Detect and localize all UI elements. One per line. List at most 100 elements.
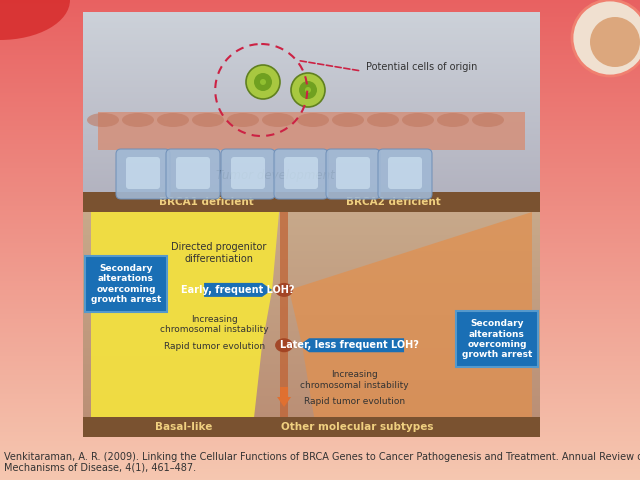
Bar (0, 268, 640, 269)
Bar (83, 135, 540, 136)
Bar (0, 203, 640, 204)
Bar (0, 50, 640, 51)
Bar (83, 299, 540, 300)
Bar (83, 18, 540, 19)
Bar (0, 148, 640, 149)
Bar (83, 271, 540, 272)
Bar (0, 377, 640, 378)
Bar (0, 159, 640, 160)
Bar (0, 206, 640, 207)
Bar (0, 380, 640, 381)
Bar (83, 78, 540, 79)
Bar (0, 108, 640, 109)
Ellipse shape (192, 113, 224, 127)
Bar (280, 212, 288, 417)
Bar (0, 336, 640, 337)
Bar (0, 366, 640, 367)
Bar (0, 280, 640, 281)
Ellipse shape (297, 113, 329, 127)
Bar (0, 147, 640, 148)
Bar (0, 457, 640, 458)
Bar (0, 349, 640, 350)
Bar (83, 295, 540, 296)
Bar (0, 218, 640, 219)
Bar (83, 229, 540, 230)
Text: Tumor development: Tumor development (216, 169, 334, 182)
Bar (83, 359, 540, 360)
Bar (83, 146, 540, 147)
Bar (83, 170, 540, 171)
Bar (0, 458, 640, 459)
Bar (83, 108, 540, 109)
Bar (0, 139, 640, 140)
Bar (0, 291, 640, 292)
Bar (0, 182, 640, 183)
Bar (83, 388, 540, 389)
Bar (83, 89, 540, 90)
Bar (0, 19, 640, 20)
Bar (0, 205, 640, 206)
Bar (0, 388, 640, 389)
Bar (0, 125, 640, 126)
Bar (83, 326, 540, 327)
Bar (83, 244, 540, 245)
Bar (83, 176, 540, 177)
Bar (0, 85, 640, 86)
Bar (83, 342, 540, 343)
Bar (0, 270, 640, 271)
Bar (0, 454, 640, 455)
Bar (83, 88, 540, 89)
Bar (0, 62, 640, 63)
Bar (83, 251, 540, 252)
Text: Increasing
chromosomal instability: Increasing chromosomal instability (160, 315, 268, 334)
Bar (83, 165, 540, 166)
Bar (83, 351, 540, 352)
Bar (83, 341, 540, 342)
Bar (83, 104, 540, 105)
Bar (0, 176, 640, 177)
Bar (83, 261, 540, 262)
Bar (0, 339, 640, 340)
Bar (0, 360, 640, 361)
Bar (0, 434, 640, 435)
Bar (0, 12, 640, 13)
Bar (83, 381, 540, 382)
Bar (83, 30, 540, 31)
Bar (0, 369, 640, 370)
Bar (0, 367, 640, 368)
Bar (83, 174, 540, 175)
Bar (0, 1, 640, 2)
Bar (0, 413, 640, 414)
Bar (83, 39, 540, 40)
Bar (83, 52, 540, 53)
Bar (0, 73, 640, 74)
Bar (0, 266, 640, 267)
Bar (0, 226, 640, 227)
Bar (83, 33, 540, 34)
Bar (0, 273, 640, 274)
Bar (83, 55, 540, 56)
Bar (83, 97, 540, 98)
Bar (0, 178, 640, 179)
Bar (83, 181, 540, 182)
Bar (0, 84, 640, 85)
Bar (0, 303, 640, 304)
Bar (83, 32, 540, 33)
Bar (0, 40, 640, 41)
Bar (0, 307, 640, 308)
Bar (83, 253, 540, 254)
Bar (83, 389, 540, 390)
Bar (83, 410, 540, 411)
Bar (83, 313, 540, 314)
Bar (83, 249, 540, 250)
Bar (0, 478, 640, 479)
Bar (0, 257, 640, 258)
Bar (83, 296, 540, 297)
Bar (0, 4, 640, 5)
Bar (83, 116, 540, 117)
Bar (0, 214, 640, 215)
Bar (83, 399, 540, 400)
Bar (83, 394, 540, 395)
Bar (83, 221, 540, 222)
Bar (0, 277, 640, 278)
